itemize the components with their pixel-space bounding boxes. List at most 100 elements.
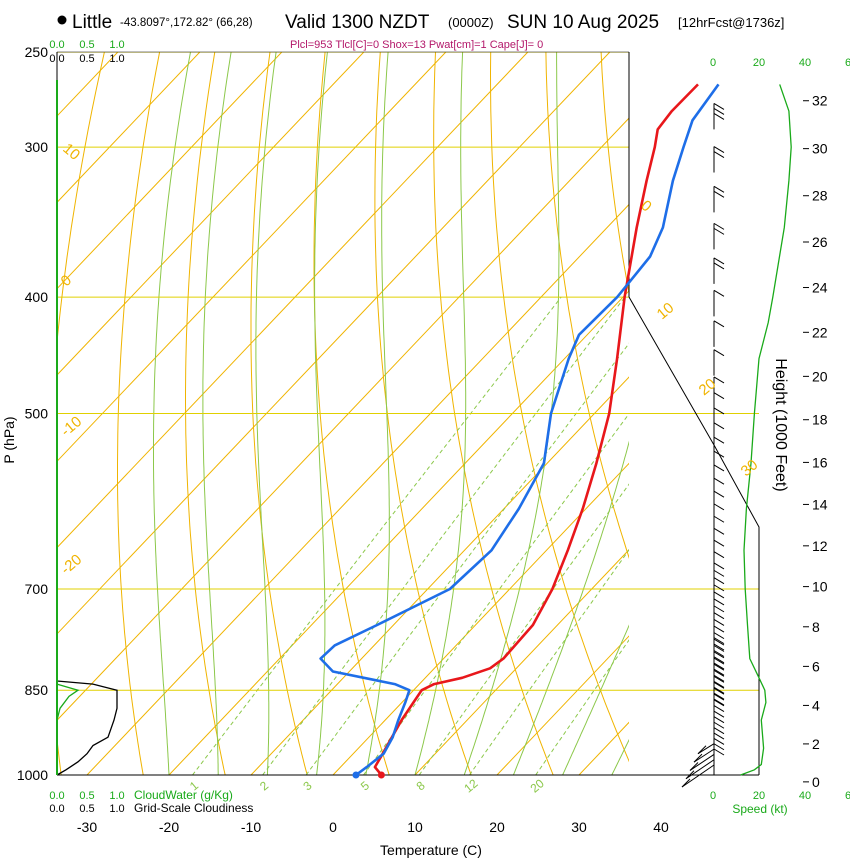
wind-barb	[713, 748, 725, 775]
wind-barb-feather	[713, 190, 725, 198]
wind-barb-feather	[713, 637, 725, 645]
x-tick-label: 10	[407, 819, 423, 835]
wind-barb-feather	[697, 745, 707, 755]
wind-barb-feather	[713, 612, 725, 620]
cloudiness-bottom-tick: 0.0	[49, 803, 64, 815]
height-tick-label: 24	[812, 280, 828, 296]
wind-barb-low	[689, 754, 715, 771]
station-marker-icon	[57, 15, 67, 25]
wind-barb	[713, 464, 725, 491]
wind-barb-feather	[713, 686, 725, 694]
temperature-profile	[373, 83, 699, 776]
dry-adiabat-line	[433, 52, 554, 775]
wind-barb	[713, 436, 725, 464]
wind-barb-feather	[713, 662, 725, 670]
wind-barb-feather	[713, 669, 725, 677]
wind-barb-feather	[713, 663, 725, 671]
dry-adiabat-line	[545, 52, 629, 559]
wind-barb-feather	[713, 705, 725, 712]
wind-barb	[713, 376, 725, 403]
wind-barb-feather	[713, 112, 725, 120]
isotherm-line	[332, 462, 629, 775]
wind-barb-feather	[713, 645, 725, 652]
moist-adiabat-line	[255, 52, 277, 775]
mixing-ratio-label: 12	[461, 776, 480, 796]
wind-barb-feather	[713, 743, 725, 751]
wind-barb-feather	[713, 643, 725, 651]
height-tick-label: 6	[812, 658, 820, 674]
wind-axis-top-tick: 20	[753, 57, 765, 69]
wind-axis-top-tick: 40	[799, 57, 811, 69]
wind-barb	[713, 222, 725, 250]
cloudwater-bottom-tick: 1.0	[109, 790, 124, 802]
mixing-ratio-label: 5	[358, 778, 372, 793]
p-tick-label: 700	[25, 581, 49, 597]
mixing-ratio-label: 8	[414, 778, 428, 793]
wind-barb	[713, 146, 725, 173]
wind-barb-feather	[713, 721, 725, 729]
wind-barb-feather	[713, 146, 725, 153]
wind-barb-low	[681, 764, 715, 788]
wind-axis-bottom-tick: 0	[710, 790, 716, 802]
x-tick-label: 30	[571, 819, 587, 835]
wind-barb-feather	[713, 692, 725, 700]
wind-barb-feather	[713, 320, 725, 328]
wind-barb-feather	[713, 227, 725, 235]
wind-barb-feather	[713, 477, 725, 485]
wind-speed-profile	[740, 84, 792, 776]
wind-axis-bottom-tick: 40	[799, 790, 811, 802]
wind-barb	[713, 743, 725, 770]
dry-adiabat-line	[313, 52, 390, 775]
wind-barb-feather	[713, 527, 725, 535]
wind-barb-feather	[713, 657, 725, 665]
wind-barb-feather	[713, 107, 725, 115]
wind-axis-bottom-tick: 20	[753, 790, 765, 802]
wind-barb	[713, 605, 725, 632]
x-tick-label: -10	[241, 819, 261, 835]
station-name: Little	[72, 12, 112, 33]
height-tick-label: 22	[812, 324, 828, 340]
height-tick-label: 4	[812, 697, 820, 713]
wind-barb-feather	[713, 650, 725, 657]
height-tick-label: 18	[812, 412, 828, 428]
wind-barb-feather	[713, 687, 725, 695]
isotherm-label: 10	[59, 140, 83, 164]
dewpoint-profile	[319, 83, 720, 777]
wind-barb-low	[693, 748, 715, 763]
wind-barb-feather	[681, 778, 691, 788]
station-coords: -43.8097°,172.82° (66,28)	[120, 17, 253, 29]
wind-axis-bottom-tick: 6	[845, 790, 850, 802]
wind-barb	[713, 392, 725, 419]
height-tick-label: 12	[812, 538, 828, 554]
height-tick-label: 2	[812, 736, 820, 752]
cloudiness-top-tick: 0.5	[79, 53, 94, 65]
wind-barb	[713, 732, 725, 760]
wind-barb	[713, 320, 725, 347]
wind-barb-feather	[713, 562, 725, 570]
dry-adiabat-line	[489, 52, 629, 763]
wind-barbs	[681, 102, 725, 788]
wind-barb-feather	[685, 770, 695, 780]
wind-barb-feather	[713, 257, 725, 265]
isotherm-line	[57, 52, 365, 376]
wind-axis-top-tick: 6	[845, 57, 850, 69]
x-tick-label: -20	[159, 819, 179, 835]
wind-barb	[713, 407, 725, 434]
wind-barb-feather	[713, 450, 725, 458]
wind-barb-feather	[713, 436, 725, 444]
moist-adiabat-line	[153, 52, 191, 775]
p-tick-label: 850	[25, 682, 49, 698]
cloudwater-top-tick: 0.5	[79, 39, 94, 51]
dry-adiabat-line	[374, 52, 472, 775]
wind-barb-feather	[713, 577, 725, 585]
wind-barb-feather	[713, 698, 725, 706]
height-tick-label: 0	[812, 774, 820, 790]
dry-adiabat-line	[57, 52, 105, 775]
isotherm-label: 30	[738, 456, 762, 480]
wind-barb	[713, 289, 725, 317]
cloudiness-label: Grid-Scale Cloudiness	[134, 801, 253, 815]
mixing-ratio-line	[469, 549, 629, 775]
dry-adiabat-line	[185, 52, 226, 775]
wind-barb	[713, 102, 725, 130]
p-tick-label: 300	[25, 139, 49, 155]
